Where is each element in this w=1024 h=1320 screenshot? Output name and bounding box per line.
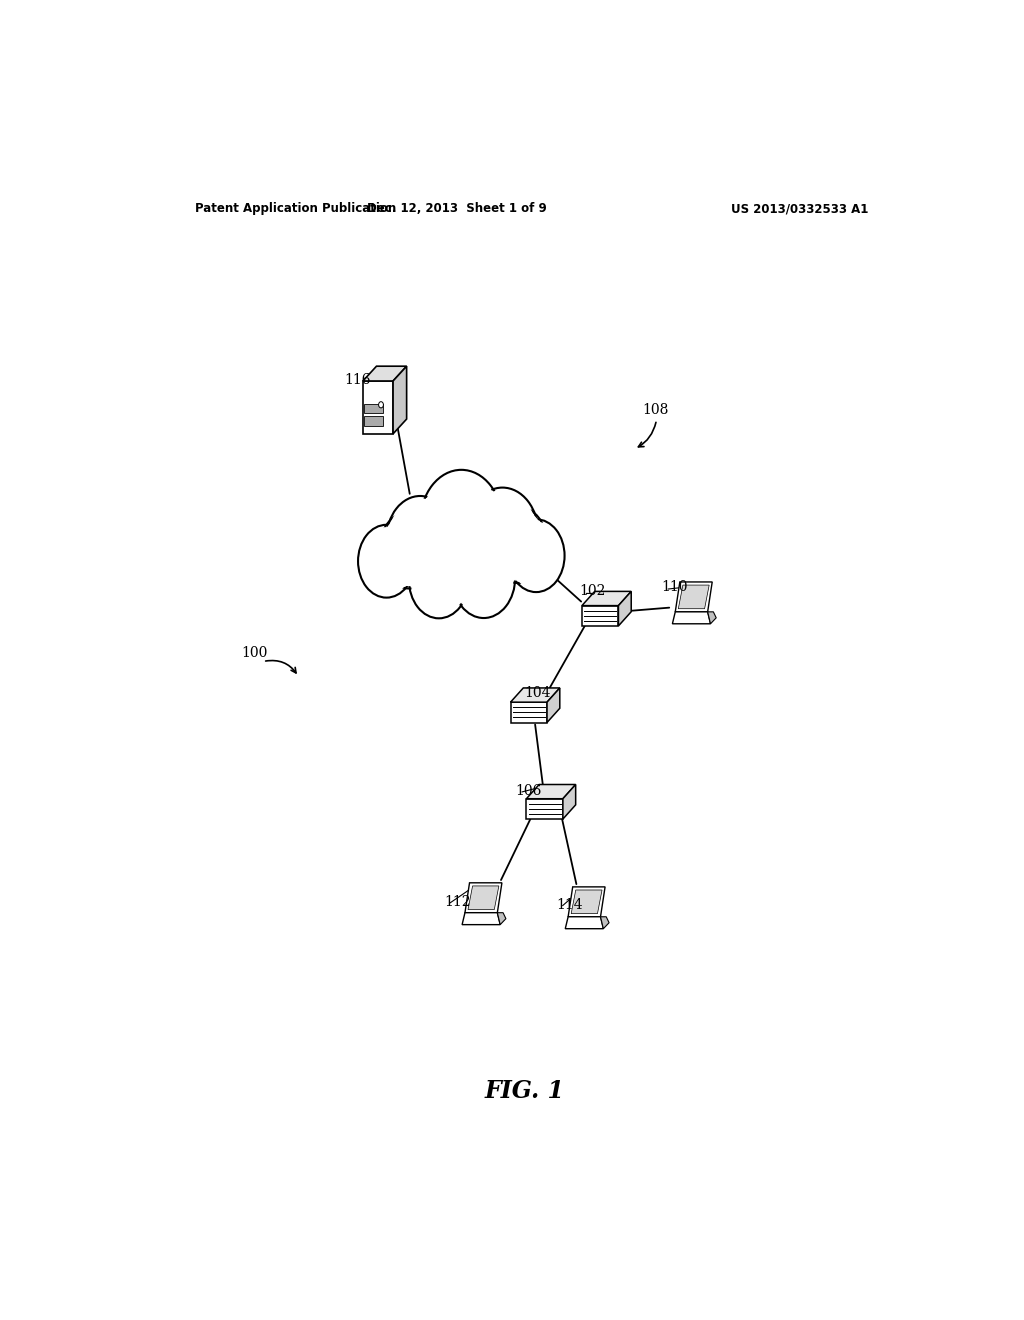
- Circle shape: [510, 523, 562, 589]
- Polygon shape: [673, 612, 711, 624]
- Polygon shape: [498, 912, 506, 924]
- Polygon shape: [571, 890, 602, 913]
- Polygon shape: [600, 917, 609, 929]
- Polygon shape: [393, 366, 407, 434]
- Circle shape: [487, 507, 548, 583]
- Text: 112: 112: [443, 895, 470, 909]
- Text: 100: 100: [242, 647, 268, 660]
- Polygon shape: [526, 799, 563, 818]
- Polygon shape: [547, 688, 560, 722]
- Polygon shape: [582, 591, 631, 606]
- FancyArrowPatch shape: [638, 422, 656, 447]
- Polygon shape: [526, 784, 575, 799]
- Polygon shape: [708, 612, 716, 624]
- Circle shape: [360, 528, 413, 594]
- Polygon shape: [468, 886, 499, 909]
- Polygon shape: [362, 366, 407, 381]
- Polygon shape: [462, 912, 500, 924]
- Circle shape: [423, 473, 500, 572]
- Polygon shape: [362, 381, 393, 434]
- Circle shape: [489, 510, 545, 579]
- Circle shape: [358, 525, 415, 598]
- Circle shape: [381, 515, 436, 586]
- Polygon shape: [365, 404, 383, 413]
- Text: 106: 106: [515, 784, 542, 797]
- Polygon shape: [563, 784, 575, 818]
- Circle shape: [409, 541, 469, 618]
- Polygon shape: [678, 585, 710, 609]
- Text: 114: 114: [557, 899, 584, 912]
- FancyArrowPatch shape: [265, 660, 296, 673]
- Circle shape: [389, 499, 452, 579]
- Circle shape: [469, 491, 536, 577]
- Polygon shape: [582, 606, 618, 626]
- Text: 104: 104: [524, 686, 551, 700]
- Polygon shape: [568, 887, 605, 917]
- Circle shape: [455, 541, 513, 615]
- Circle shape: [379, 512, 439, 589]
- Text: 116: 116: [344, 374, 371, 387]
- Circle shape: [379, 401, 383, 408]
- Text: Patent Application Publication: Patent Application Publication: [196, 202, 396, 215]
- Text: 110: 110: [662, 581, 688, 594]
- Polygon shape: [675, 582, 713, 612]
- Text: 108: 108: [642, 404, 669, 417]
- Text: 102: 102: [580, 585, 606, 598]
- Text: US 2013/0332533 A1: US 2013/0332533 A1: [731, 202, 868, 215]
- Circle shape: [467, 487, 539, 579]
- Polygon shape: [565, 917, 603, 929]
- Circle shape: [412, 545, 466, 615]
- Circle shape: [453, 537, 515, 618]
- Circle shape: [508, 519, 564, 593]
- Polygon shape: [511, 702, 547, 722]
- Polygon shape: [511, 688, 560, 702]
- Polygon shape: [365, 416, 383, 426]
- Polygon shape: [465, 883, 502, 912]
- Circle shape: [420, 470, 503, 576]
- Text: Dec. 12, 2013  Sheet 1 of 9: Dec. 12, 2013 Sheet 1 of 9: [368, 202, 547, 215]
- Text: FIG. 1: FIG. 1: [484, 1080, 565, 1104]
- Circle shape: [386, 496, 454, 582]
- Polygon shape: [618, 591, 631, 626]
